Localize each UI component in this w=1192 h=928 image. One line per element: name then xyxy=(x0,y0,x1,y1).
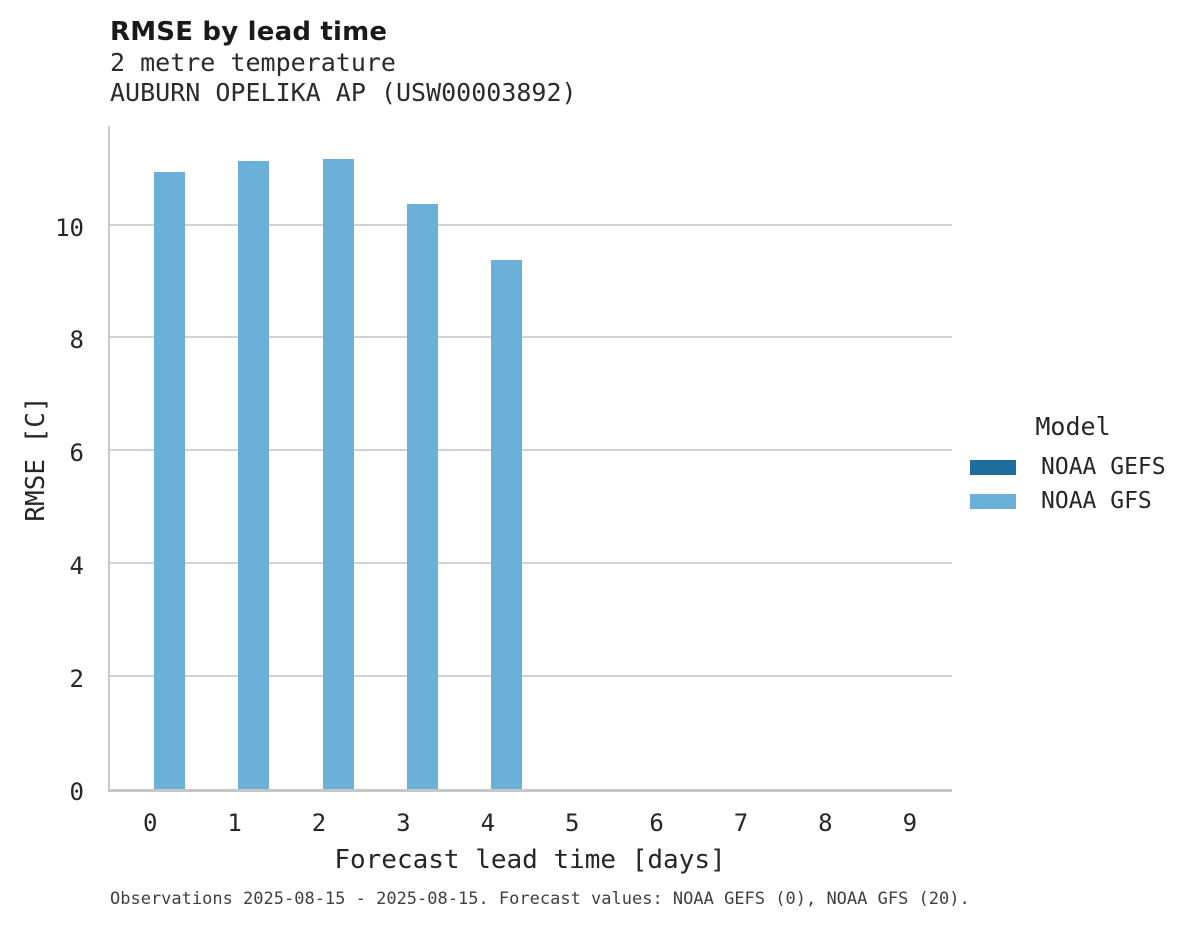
y-tick-label-10: 10 xyxy=(55,213,84,242)
bar-noaa-gfs-lead-0 xyxy=(153,172,185,789)
gridline-y-4 xyxy=(110,562,952,565)
legend-swatch xyxy=(970,459,1016,475)
legend-label: NOAA GEFS xyxy=(1041,454,1166,480)
x-tick-label-4: 4 xyxy=(480,809,496,837)
footer-caption: Observations 2025-08-15 - 2025-08-15. Fo… xyxy=(110,889,970,909)
x-tick-label-9: 9 xyxy=(902,809,918,837)
chart-subtitle-station: AUBURN OPELIKA AP (USW00003892) xyxy=(110,78,577,107)
gridline-y-10 xyxy=(110,223,952,226)
y-tick-label-0: 0 xyxy=(69,778,84,806)
x-tick-label-8: 8 xyxy=(818,809,833,837)
x-tick-label-5: 5 xyxy=(564,809,580,837)
y-tick-label-2: 2 xyxy=(69,665,84,694)
chart-legend: Model NOAA GEFS NOAA GFS xyxy=(964,412,1182,518)
y-tick-label-6: 6 xyxy=(69,439,84,468)
chart-subtitle-variable: 2 metre temperature xyxy=(110,48,396,77)
bar-noaa-gfs-lead-4 xyxy=(491,260,523,789)
gridline-y-8 xyxy=(110,336,952,339)
legend-item-noaa-gfs: NOAA GFS xyxy=(964,484,1182,518)
x-tick-label-2: 2 xyxy=(311,809,327,837)
y-tick-label-4: 4 xyxy=(69,552,84,581)
legend-title: Model xyxy=(1035,412,1111,441)
legend-label: NOAA GFS xyxy=(1041,488,1152,514)
x-axis-title: Forecast lead time [days] xyxy=(334,845,726,875)
x-tick-label-6: 6 xyxy=(649,809,664,837)
plot-area xyxy=(108,126,952,792)
chart-header: RMSE by lead time 2 metre temperature AU… xyxy=(110,16,577,108)
y-tick-label-8: 8 xyxy=(69,326,84,355)
bar-noaa-gfs-lead-1 xyxy=(238,161,270,789)
legend-swatch xyxy=(970,493,1016,509)
x-tick-label-1: 1 xyxy=(227,809,242,837)
y-axis-title-text: RMSE [C] xyxy=(21,396,51,522)
bar-noaa-gfs-lead-3 xyxy=(406,203,438,789)
gridline-y-6 xyxy=(110,449,952,452)
legend-item-noaa-gefs: NOAA GEFS xyxy=(964,450,1182,484)
bar-noaa-gfs-lead-2 xyxy=(322,159,354,789)
x-tick-label-7: 7 xyxy=(733,809,749,837)
chart-title: RMSE by lead time xyxy=(110,17,388,47)
gridline-y-2 xyxy=(110,675,952,678)
x-tick-label-0: 0 xyxy=(142,809,158,837)
y-axis-title: RMSE [C] xyxy=(18,344,54,574)
x-tick-label-3: 3 xyxy=(396,809,411,837)
